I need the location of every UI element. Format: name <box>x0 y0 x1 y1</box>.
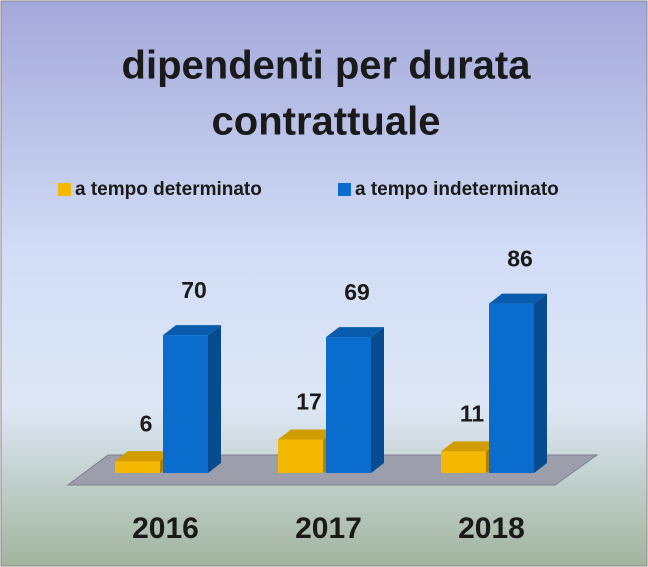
bar-top <box>115 451 173 462</box>
bar <box>489 303 534 473</box>
bar-top <box>489 293 547 304</box>
bar-side <box>371 327 384 473</box>
chart-title: dipendenti per durata <box>122 44 532 88</box>
legend-label: a tempo determinato <box>75 179 262 200</box>
bar <box>163 335 208 473</box>
bar <box>326 337 371 473</box>
legend-label: a tempo indeterminato <box>355 179 559 200</box>
data-label: 17 <box>296 389 322 415</box>
bar <box>115 461 160 473</box>
data-label: 6 <box>140 410 153 436</box>
bar-top <box>163 325 221 336</box>
bar-side <box>208 325 221 473</box>
bar-side <box>534 293 547 473</box>
legend-swatch <box>58 183 71 196</box>
bar <box>441 451 486 473</box>
chart-title: contrattuale <box>212 100 441 144</box>
x-tick-label: 2017 <box>295 512 362 545</box>
bar-top <box>326 327 384 338</box>
legend-swatch <box>338 183 351 196</box>
data-label: 11 <box>460 400 485 426</box>
data-label: 69 <box>344 279 370 305</box>
bar <box>278 439 323 473</box>
data-label: 86 <box>507 246 533 272</box>
bar-top <box>441 441 499 452</box>
x-tick-label: 2016 <box>132 512 199 545</box>
data-label: 70 <box>181 277 207 303</box>
bar-top <box>278 429 336 440</box>
x-tick-label: 2018 <box>458 512 525 545</box>
